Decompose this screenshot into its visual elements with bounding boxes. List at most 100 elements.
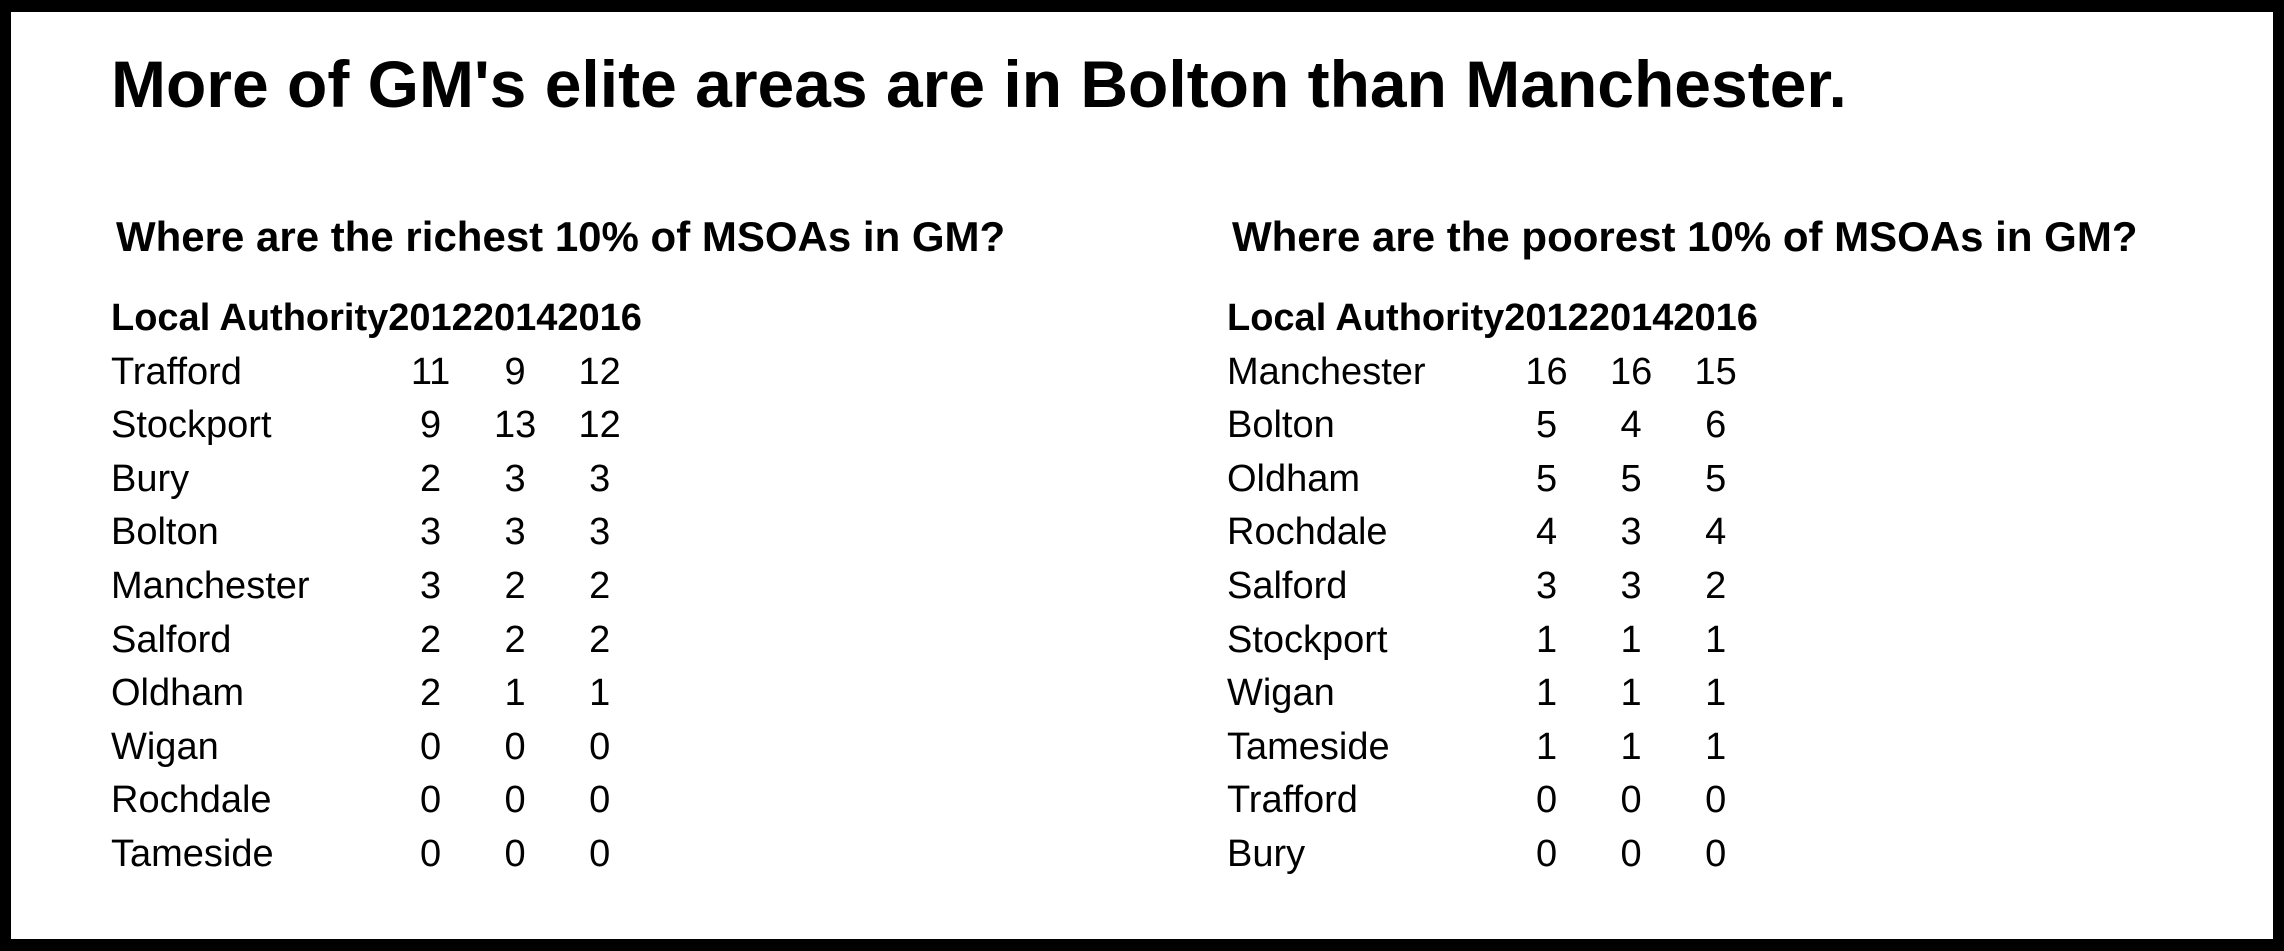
column-header: Local Authority: [111, 297, 389, 339]
table-header-row: Local Authority 2012 2014 2016: [1227, 292, 1758, 346]
column-header: 2014: [1588, 297, 1674, 339]
table-row: Wigan 1 1 1: [1227, 667, 1758, 721]
table-row: Bolton 3 3 3: [111, 506, 642, 560]
slide-frame: More of GM's elite areas are in Bolton t…: [11, 12, 2273, 939]
count-cell: 1: [1535, 725, 1558, 768]
count-cell: 2: [504, 564, 526, 607]
count-cell: 2: [419, 457, 442, 500]
count-cell: 3: [589, 511, 611, 554]
count-cell: 9: [419, 404, 442, 447]
table-row: Manchester 16 16 15: [1227, 346, 1758, 400]
count-cell: 3: [1620, 511, 1642, 554]
count-cell: 0: [1535, 832, 1558, 875]
table-row: Oldham 5 5 5: [1227, 453, 1758, 507]
local-authority-cell: Wigan: [1227, 672, 1335, 715]
count-cell: 12: [578, 350, 621, 393]
table-row: Bury 2 3 3: [111, 453, 642, 507]
count-cell: 1: [1620, 672, 1642, 715]
count-cell: 1: [1535, 618, 1558, 661]
count-cell: 2: [589, 564, 611, 607]
column-header: 2016: [1673, 297, 1758, 339]
count-cell: 0: [504, 779, 526, 822]
count-cell: 0: [589, 725, 611, 768]
local-authority-cell: Wigan: [111, 725, 219, 768]
local-authority-cell: Oldham: [111, 672, 245, 715]
count-cell: 4: [1620, 404, 1642, 447]
count-cell: 0: [504, 832, 526, 875]
column-header: 2012: [1504, 297, 1589, 339]
table-row: Tameside 1 1 1: [1227, 721, 1758, 775]
column-header: 2016: [557, 297, 642, 339]
count-cell: 3: [504, 511, 526, 554]
count-cell: 6: [1705, 404, 1727, 447]
count-cell: 4: [1535, 511, 1558, 554]
table-row: Oldham 2 1 1: [111, 667, 642, 721]
local-authority-cell: Tameside: [1227, 725, 1390, 768]
local-authority-cell: Bury: [111, 457, 190, 500]
count-cell: 2: [1705, 564, 1727, 607]
count-cell: 3: [419, 511, 442, 554]
poorest-table: Local Authority 2012 2014 2016 Mancheste…: [1227, 292, 1758, 882]
column-header: Local Authority: [1227, 297, 1505, 339]
count-cell: 1: [1705, 672, 1727, 715]
count-cell: 0: [1620, 779, 1642, 822]
count-cell: 5: [1705, 457, 1727, 500]
count-cell: 3: [1535, 564, 1558, 607]
poorest-table-body: Manchester 16 16 15 Bolton 5 4 6 Oldham 5 5 5 Rochda…: [1227, 346, 1758, 882]
count-cell: 5: [1620, 457, 1642, 500]
local-authority-cell: Oldham: [1227, 457, 1361, 500]
count-cell: 3: [589, 457, 611, 500]
count-cell: 0: [1705, 832, 1727, 875]
count-cell: 3: [1620, 564, 1642, 607]
table-row: Tameside 0 0 0: [111, 828, 642, 882]
local-authority-cell: Rochdale: [1227, 511, 1388, 554]
table-row: Bolton 5 4 6: [1227, 399, 1758, 453]
table-row: Trafford 0 0 0: [1227, 774, 1758, 828]
local-authority-cell: Bolton: [1227, 404, 1335, 447]
count-cell: 0: [589, 832, 611, 875]
count-cell: 2: [504, 618, 526, 661]
table-row: Wigan 0 0 0: [111, 721, 642, 775]
count-cell: 0: [1620, 832, 1642, 875]
count-cell: 1: [1620, 725, 1642, 768]
local-authority-cell: Bury: [1227, 832, 1306, 875]
count-cell: 0: [419, 779, 442, 822]
table-row: Rochdale 4 3 4: [1227, 506, 1758, 560]
count-cell: 1: [504, 672, 526, 715]
count-cell: 0: [589, 779, 611, 822]
table-row: Stockport 9 13 12: [111, 399, 642, 453]
count-cell: 2: [419, 672, 442, 715]
table-row: Stockport 1 1 1: [1227, 614, 1758, 668]
count-cell: 5: [1535, 404, 1558, 447]
table-row: Salford 2 2 2: [111, 614, 642, 668]
local-authority-cell: Manchester: [111, 564, 310, 607]
count-cell: 1: [1620, 618, 1642, 661]
richest-table: Local Authority 2012 2014 2016 Trafford 1…: [111, 292, 642, 882]
table-header-row: Local Authority 2012 2014 2016: [111, 292, 642, 346]
table-row: Rochdale 0 0 0: [111, 774, 642, 828]
page-title: More of GM's elite areas are in Bolton t…: [111, 47, 1847, 121]
count-cell: 16: [1525, 350, 1568, 393]
count-cell: 0: [1705, 779, 1727, 822]
local-authority-cell: Salford: [1227, 564, 1348, 607]
table-row: Salford 3 3 2: [1227, 560, 1758, 614]
column-header: 2014: [472, 297, 558, 339]
count-cell: 1: [1705, 725, 1727, 768]
count-cell: 1: [589, 672, 611, 715]
count-cell: 12: [578, 404, 621, 447]
count-cell: 13: [493, 404, 537, 447]
count-cell: 0: [419, 832, 442, 875]
count-cell: 15: [1694, 350, 1737, 393]
poorest-heading: Where are the poorest 10% of MSOAs in GM…: [1232, 213, 2138, 260]
table-row: Trafford 11 9 12: [111, 346, 642, 400]
local-authority-cell: Tameside: [111, 832, 274, 875]
local-authority-cell: Bolton: [111, 511, 219, 554]
local-authority-cell: Trafford: [1227, 779, 1358, 822]
richest-heading: Where are the richest 10% of MSOAs in GM…: [116, 213, 1006, 260]
count-cell: 0: [504, 725, 526, 768]
count-cell: 2: [419, 618, 442, 661]
local-authority-cell: Manchester: [1227, 350, 1426, 393]
table-row: Manchester 3 2 2: [111, 560, 642, 614]
richest-table-body: Trafford 11 9 12 Stockport 9 13 12 Bury 2 3 3 Bolton…: [111, 346, 642, 882]
count-cell: 1: [1535, 672, 1558, 715]
